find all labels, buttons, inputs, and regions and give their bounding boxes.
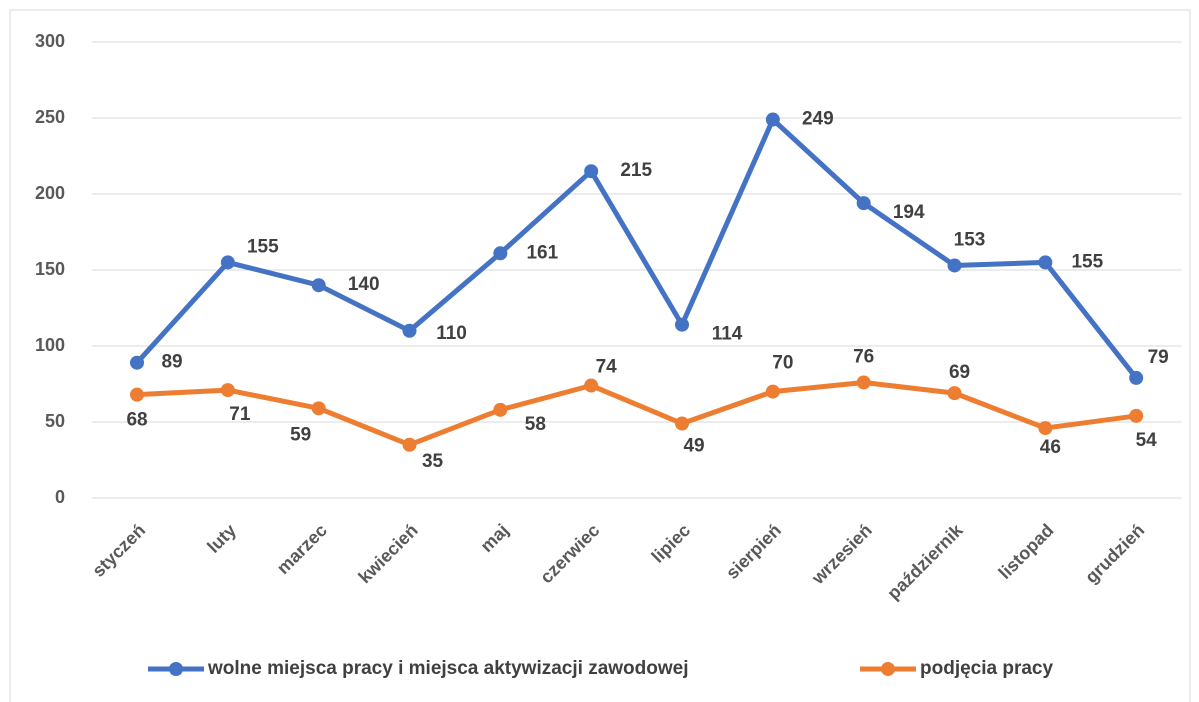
point bbox=[402, 323, 417, 338]
data-label: 59 bbox=[290, 424, 311, 445]
data-label: 249 bbox=[802, 109, 834, 130]
data-label: 71 bbox=[229, 404, 251, 425]
point bbox=[493, 246, 508, 261]
point bbox=[220, 255, 235, 270]
data-label: 74 bbox=[596, 357, 618, 378]
data-label: 215 bbox=[620, 160, 652, 181]
data-label: 155 bbox=[247, 236, 279, 257]
x-tick-label: czerwiec bbox=[536, 520, 603, 587]
data-label: 35 bbox=[422, 451, 444, 472]
data-label: 89 bbox=[161, 352, 182, 373]
legend-label: podjęcia pracy bbox=[920, 658, 1053, 679]
x-tick-label: grudzień bbox=[1081, 520, 1148, 587]
data-label: 161 bbox=[526, 242, 558, 263]
point bbox=[675, 317, 690, 332]
data-label: 155 bbox=[1071, 251, 1103, 272]
x-tick-label: październik bbox=[883, 519, 967, 603]
data-label: 110 bbox=[436, 323, 467, 344]
point bbox=[584, 378, 599, 393]
data-label: 54 bbox=[1136, 430, 1158, 451]
point bbox=[311, 401, 326, 416]
point bbox=[1129, 370, 1144, 385]
legend-label: wolne miejsca pracy i miejsca aktywizacj… bbox=[207, 658, 689, 679]
legend-marker bbox=[169, 662, 183, 676]
data-label: 140 bbox=[348, 274, 380, 295]
chart-border bbox=[9, 9, 1191, 702]
point bbox=[1129, 408, 1144, 423]
point bbox=[675, 416, 690, 431]
data-label: 79 bbox=[1148, 347, 1169, 368]
x-tick-label: marzec bbox=[273, 520, 331, 578]
x-tick-label: luty bbox=[203, 520, 240, 557]
x-tick-label: kwiecień bbox=[354, 520, 421, 587]
point bbox=[856, 375, 871, 390]
y-tick-label: 200 bbox=[35, 183, 65, 203]
data-label: 68 bbox=[126, 410, 147, 431]
x-tick-label: listopad bbox=[995, 520, 1058, 583]
point bbox=[311, 278, 326, 293]
x-tick-label: sierpień bbox=[722, 520, 785, 583]
point bbox=[1038, 421, 1053, 436]
point bbox=[765, 112, 780, 127]
point bbox=[584, 164, 599, 179]
data-label: 114 bbox=[712, 324, 743, 345]
point bbox=[402, 437, 417, 452]
point bbox=[765, 384, 780, 399]
legend-marker bbox=[881, 662, 895, 676]
point bbox=[130, 387, 145, 402]
data-label: 46 bbox=[1040, 437, 1061, 458]
point bbox=[856, 196, 871, 211]
data-label: 76 bbox=[853, 346, 874, 367]
y-tick-label: 250 bbox=[35, 107, 65, 127]
y-tick-label: 50 bbox=[45, 411, 65, 431]
point bbox=[493, 402, 508, 417]
data-label: 49 bbox=[683, 436, 704, 457]
x-tick-label: lipiec bbox=[648, 520, 695, 567]
data-label: 194 bbox=[893, 202, 925, 223]
y-tick-label: 100 bbox=[35, 335, 65, 355]
point bbox=[130, 355, 145, 370]
data-label: 153 bbox=[954, 229, 986, 250]
series-line bbox=[135, 117, 1139, 380]
y-tick-label: 300 bbox=[35, 31, 65, 51]
point bbox=[1038, 255, 1053, 270]
point bbox=[220, 383, 235, 398]
x-tick-label: wrzesień bbox=[807, 520, 876, 589]
data-label: 58 bbox=[525, 414, 546, 435]
x-tick-label: styczeń bbox=[88, 520, 149, 581]
x-tick-label: maj bbox=[476, 520, 512, 556]
y-tick-label: 150 bbox=[35, 259, 65, 279]
point bbox=[947, 258, 962, 273]
point bbox=[947, 386, 962, 401]
data-label: 70 bbox=[772, 353, 793, 374]
series-line bbox=[136, 379, 1137, 448]
y-tick-label: 0 bbox=[55, 487, 65, 507]
data-label: 69 bbox=[949, 362, 970, 383]
